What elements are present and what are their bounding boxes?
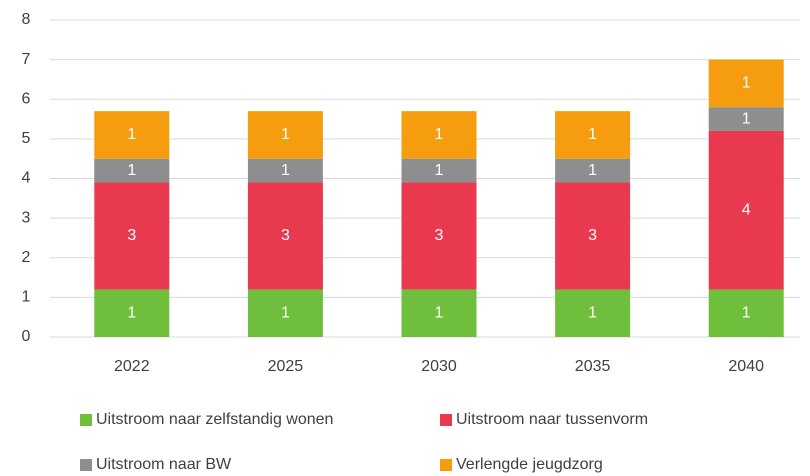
legend-swatch: [80, 414, 92, 426]
data-label: 1: [588, 126, 597, 143]
y-tick-label: 0: [22, 328, 31, 345]
bar-segment: [401, 182, 477, 290]
data-label: 4: [742, 201, 751, 218]
legend-swatch: [440, 414, 452, 426]
bar-segment: [708, 289, 784, 337]
data-label: 1: [281, 304, 290, 321]
legend-label: Uitstroom naar BW: [96, 456, 232, 473]
bar-segment: [555, 182, 631, 290]
data-label: 1: [435, 162, 444, 179]
legend-swatch: [440, 459, 452, 471]
data-label: 1: [127, 304, 136, 321]
x-tick-label: 2025: [268, 358, 304, 375]
bar-segment: [555, 289, 631, 337]
data-label: 3: [281, 227, 290, 244]
data-label: 1: [127, 162, 136, 179]
data-label: 3: [588, 227, 597, 244]
y-tick-label: 4: [22, 170, 31, 187]
data-label: 1: [281, 126, 290, 143]
data-label: 1: [435, 126, 444, 143]
y-tick-label: 7: [22, 51, 31, 68]
y-tick-label: 6: [22, 90, 31, 107]
bar-segment: [247, 111, 323, 159]
data-label: 1: [281, 162, 290, 179]
legend-label: Uitstroom naar tussenvorm: [456, 411, 648, 428]
bar-segment: [94, 111, 170, 159]
x-tick-label: 2040: [728, 358, 764, 375]
legend-swatch: [80, 459, 92, 471]
legend-label: Uitstroom naar zelfstandig wonen: [96, 411, 333, 428]
bar-segment: [247, 158, 323, 183]
bar-segment: [94, 158, 170, 183]
data-label: 1: [742, 75, 751, 92]
bar-segment: [94, 289, 170, 337]
y-tick-label: 3: [22, 209, 31, 226]
data-label: 1: [742, 304, 751, 321]
bar-segment: [708, 59, 784, 108]
bar-segment: [247, 289, 323, 337]
y-tick-label: 5: [22, 130, 31, 147]
data-label: 1: [588, 162, 597, 179]
bar-segment: [401, 289, 477, 337]
y-tick-label: 8: [22, 11, 31, 28]
x-tick-label: 2035: [575, 358, 611, 375]
y-tick-label: 2: [22, 249, 31, 266]
legend-label: Verlengde jeugdzorg: [456, 456, 603, 473]
bar-segment: [708, 107, 784, 131]
data-label: 1: [588, 304, 597, 321]
data-label: 1: [127, 126, 136, 143]
bar-segment: [401, 111, 477, 159]
bar-segment: [401, 158, 477, 183]
x-tick-label: 2022: [114, 358, 150, 375]
data-label: 3: [435, 227, 444, 244]
bar-segment: [555, 158, 631, 183]
y-tick-label: 1: [22, 289, 31, 306]
bar-segment: [555, 111, 631, 159]
data-label: 1: [742, 110, 751, 127]
bar-segment: [94, 182, 170, 290]
data-label: 1: [435, 304, 444, 321]
x-tick-label: 2030: [421, 358, 457, 375]
bar-segment: [247, 182, 323, 290]
data-label: 3: [127, 227, 136, 244]
bar-segment: [708, 130, 784, 290]
